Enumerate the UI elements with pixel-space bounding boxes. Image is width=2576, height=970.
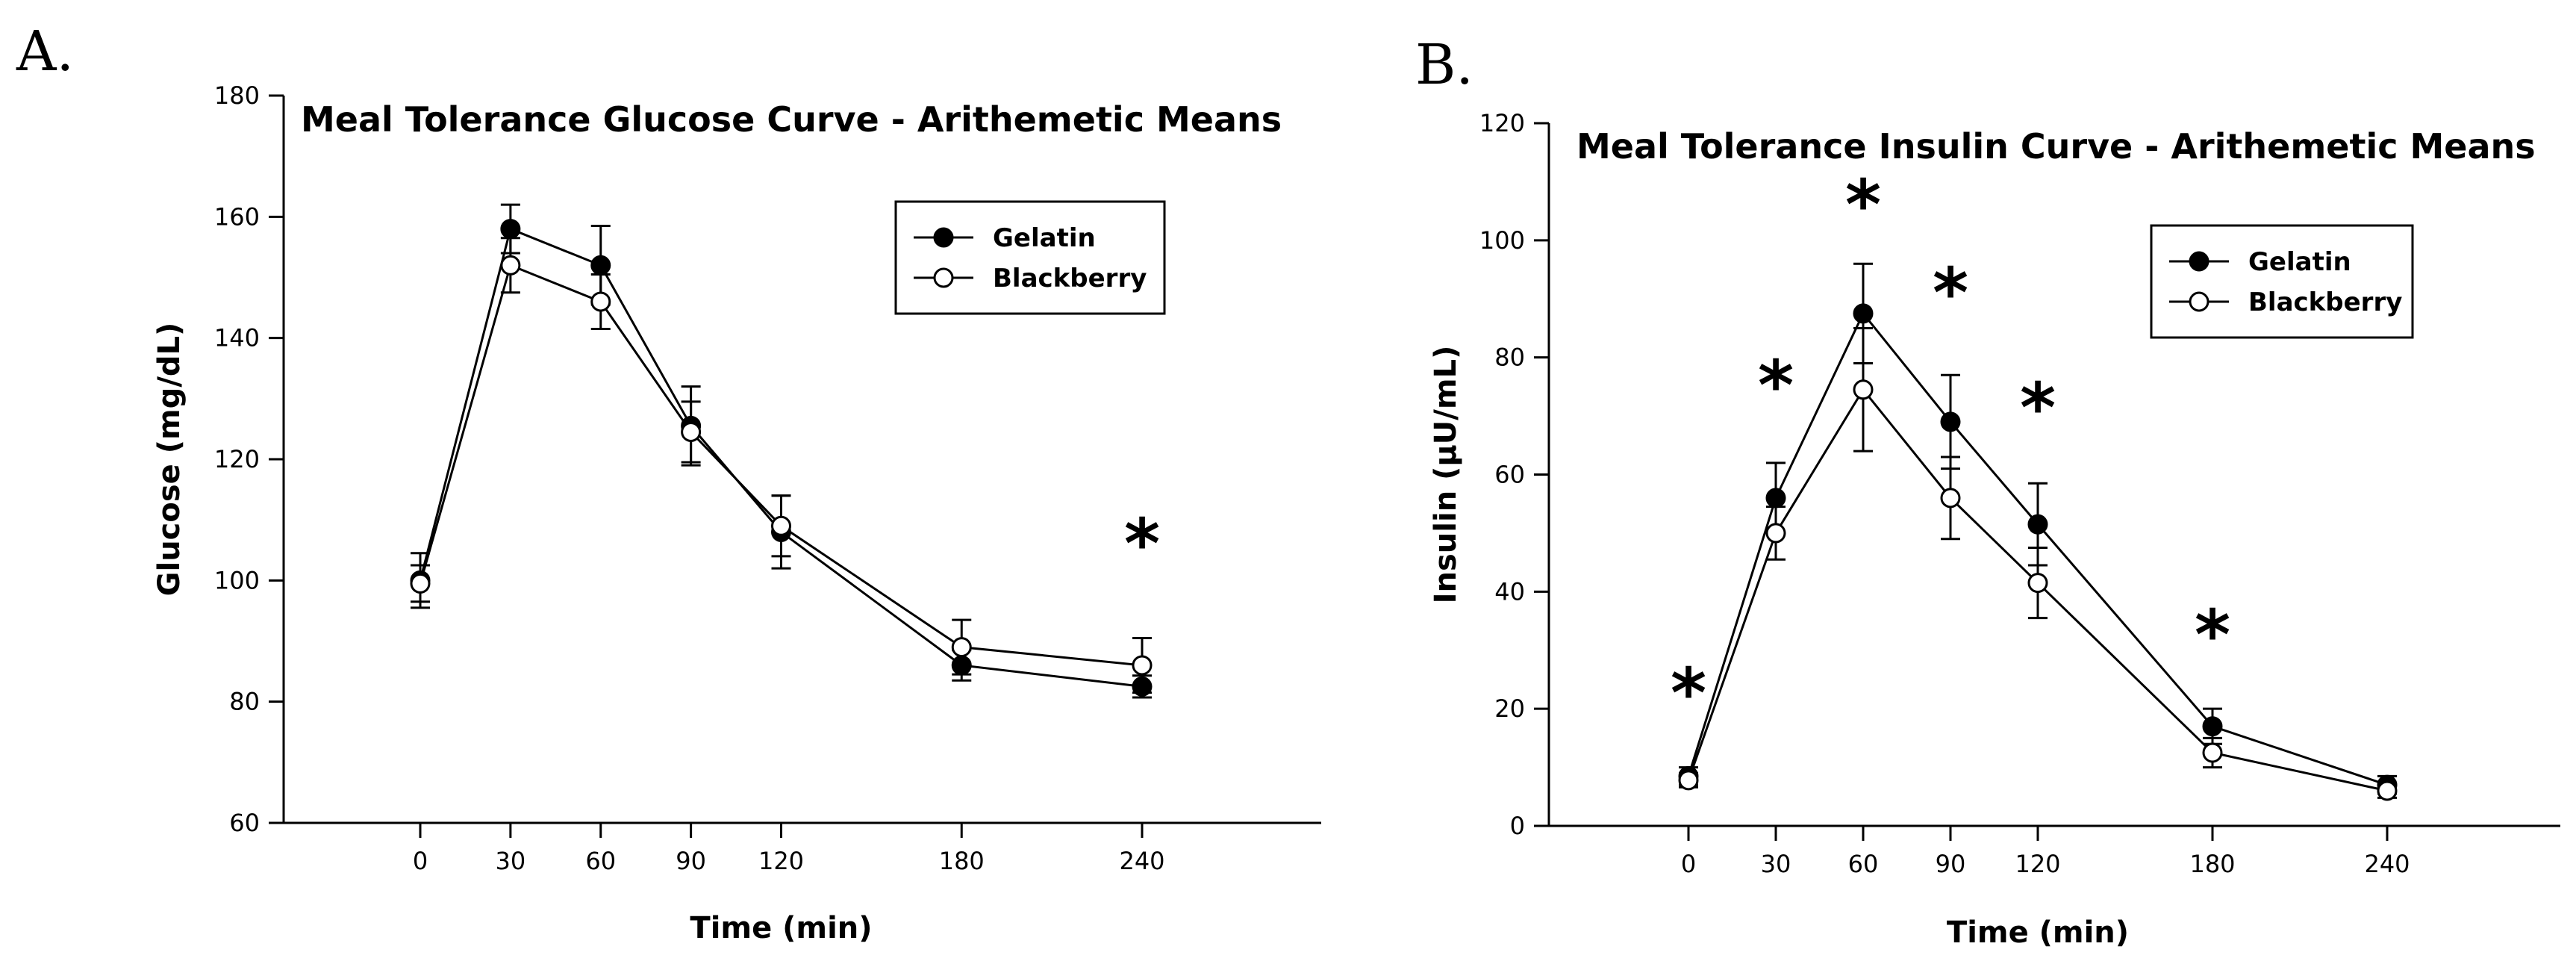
insulin-significance-mark: *	[1671, 653, 1706, 733]
glucose-y-tick-label: 180	[214, 81, 260, 110]
glucose-legend-gelatin-marker	[933, 227, 954, 248]
insulin-y-tick-label: 60	[1494, 461, 1525, 489]
glucose-blackberry-data-point	[681, 421, 702, 442]
glucose-y-tick-label: 100	[214, 566, 260, 594]
insulin-legend-gelatin-marker	[2189, 251, 2209, 272]
glucose-blackberry-data-point	[590, 291, 611, 312]
glucose-gelatin-data-point	[500, 219, 521, 240]
insulin-y-tick-label: 0	[1510, 812, 1525, 840]
glucose-x-tick-label: 180	[939, 847, 985, 875]
insulin-blackberry-data-point	[1765, 523, 1786, 544]
glucose-blackberry-series-line	[419, 264, 1143, 667]
insulin-significance-mark: *	[1845, 165, 1881, 245]
glucose-y-tick-label: 60	[229, 809, 260, 837]
insulin-x-tick-label: 120	[2015, 850, 2060, 878]
insulin-x-tick-label: 60	[1848, 850, 1879, 878]
glucose-x-tick-label: 240	[1119, 847, 1164, 875]
glucose-x-tick-label: 60	[585, 847, 616, 875]
glucose-significance-mark: *	[1124, 504, 1160, 584]
glucose-y-tick-label: 120	[214, 445, 260, 473]
insulin-x-tick-label: 30	[1761, 850, 1791, 878]
glucose-blackberry-data-point	[410, 573, 431, 594]
glucose-blackberry-data-point	[1132, 655, 1153, 676]
insulin-gelatin-data-point	[2202, 716, 2223, 737]
glucose-gelatin-data-point	[590, 255, 611, 276]
insulin-legend-blackberry-label: Blackberry	[2248, 287, 2402, 317]
insulin-x-tick-label: 0	[1681, 850, 1696, 878]
insulin-blackberry-data-point	[2027, 573, 2048, 594]
insulin-blackberry-data-point	[1853, 379, 1874, 400]
insulin-significance-mark: *	[2020, 368, 2056, 448]
insulin-significance-mark: *	[1758, 346, 1794, 426]
glucose-chart: 60 80 100 120 140 160 180 0 30 60 90 120 180 240 Meal …	[152, 81, 1321, 945]
insulin-gelatin-data-point	[1853, 303, 1874, 324]
insulin-gelatin-data-point	[2027, 514, 2048, 535]
glucose-y-tick-label: 140	[214, 324, 260, 352]
insulin-legend-gelatin-label: Gelatin	[2248, 247, 2351, 277]
insulin-blackberry-data-point	[1940, 488, 1961, 509]
glucose-blackberry-data-point	[500, 255, 521, 276]
insulin-y-axis-label: Insulin (µU/mL)	[1429, 346, 1463, 604]
insulin-x-axis-label: Time (min)	[1947, 915, 2129, 950]
insulin-x-tick-label: 180	[2189, 850, 2235, 878]
glucose-x-tick-label: 0	[413, 847, 428, 875]
glucose-x-tick-label: 30	[496, 847, 526, 875]
insulin-y-tick-label: 20	[1494, 694, 1525, 723]
glucose-chart-title: Meal Tolerance Glucose Curve - Arithemet…	[301, 99, 1282, 140]
glucose-blackberry-data-point	[771, 515, 791, 536]
insulin-y-tick-label: 100	[1479, 226, 1525, 255]
insulin-gelatin-data-point	[1940, 411, 1961, 432]
insulin-y-tick-label: 80	[1494, 343, 1525, 372]
glucose-legend-blackberry-marker	[933, 267, 954, 288]
insulin-chart-title: Meal Tolerance Insulin Curve - Arithemet…	[1577, 126, 2536, 167]
insulin-significance-mark: *	[1933, 253, 1968, 333]
insulin-x-tick-label: 90	[1936, 850, 1966, 878]
glucose-y-tick-label: 80	[229, 688, 260, 716]
insulin-legend-blackberry-marker	[2189, 291, 2209, 312]
insulin-blackberry-data-point	[2202, 742, 2223, 763]
insulin-significance-mark: *	[2195, 595, 2230, 675]
insulin-blackberry-data-point	[1678, 770, 1699, 791]
insulin-legend-box	[2150, 224, 2414, 339]
glucose-gelatin-data-point	[951, 655, 972, 676]
insulin-y-tick-label: 120	[1479, 109, 1525, 137]
glucose-legend-blackberry-label: Blackberry	[993, 264, 1147, 293]
glucose-gelatin-data-point	[1132, 676, 1153, 697]
insulin-y-tick-label: 40	[1494, 577, 1525, 606]
glucose-x-tick-label: 120	[758, 847, 804, 875]
insulin-chart: 0 20 40 60 80 100 120 0 30 60 90 120 180 240 Meal Tole…	[1429, 109, 2560, 950]
glucose-y-tick-label: 160	[214, 202, 260, 231]
panel-letter-b: B.	[1415, 33, 1473, 97]
insulin-blackberry-data-point	[2377, 780, 2398, 801]
glucose-y-axis-label: Glucose (mg/dL)	[152, 323, 187, 597]
glucose-x-axis-label: Time (min)	[690, 911, 872, 945]
glucose-x-tick-label: 90	[676, 847, 706, 875]
glucose-legend-gelatin-label: Gelatin	[993, 223, 1096, 253]
glucose-blackberry-data-point	[951, 637, 972, 658]
panel-letter-a: A.	[16, 19, 74, 84]
insulin-x-tick-label: 240	[2364, 850, 2410, 878]
insulin-gelatin-data-point	[1765, 488, 1786, 509]
glucose-legend-box	[894, 200, 1166, 315]
